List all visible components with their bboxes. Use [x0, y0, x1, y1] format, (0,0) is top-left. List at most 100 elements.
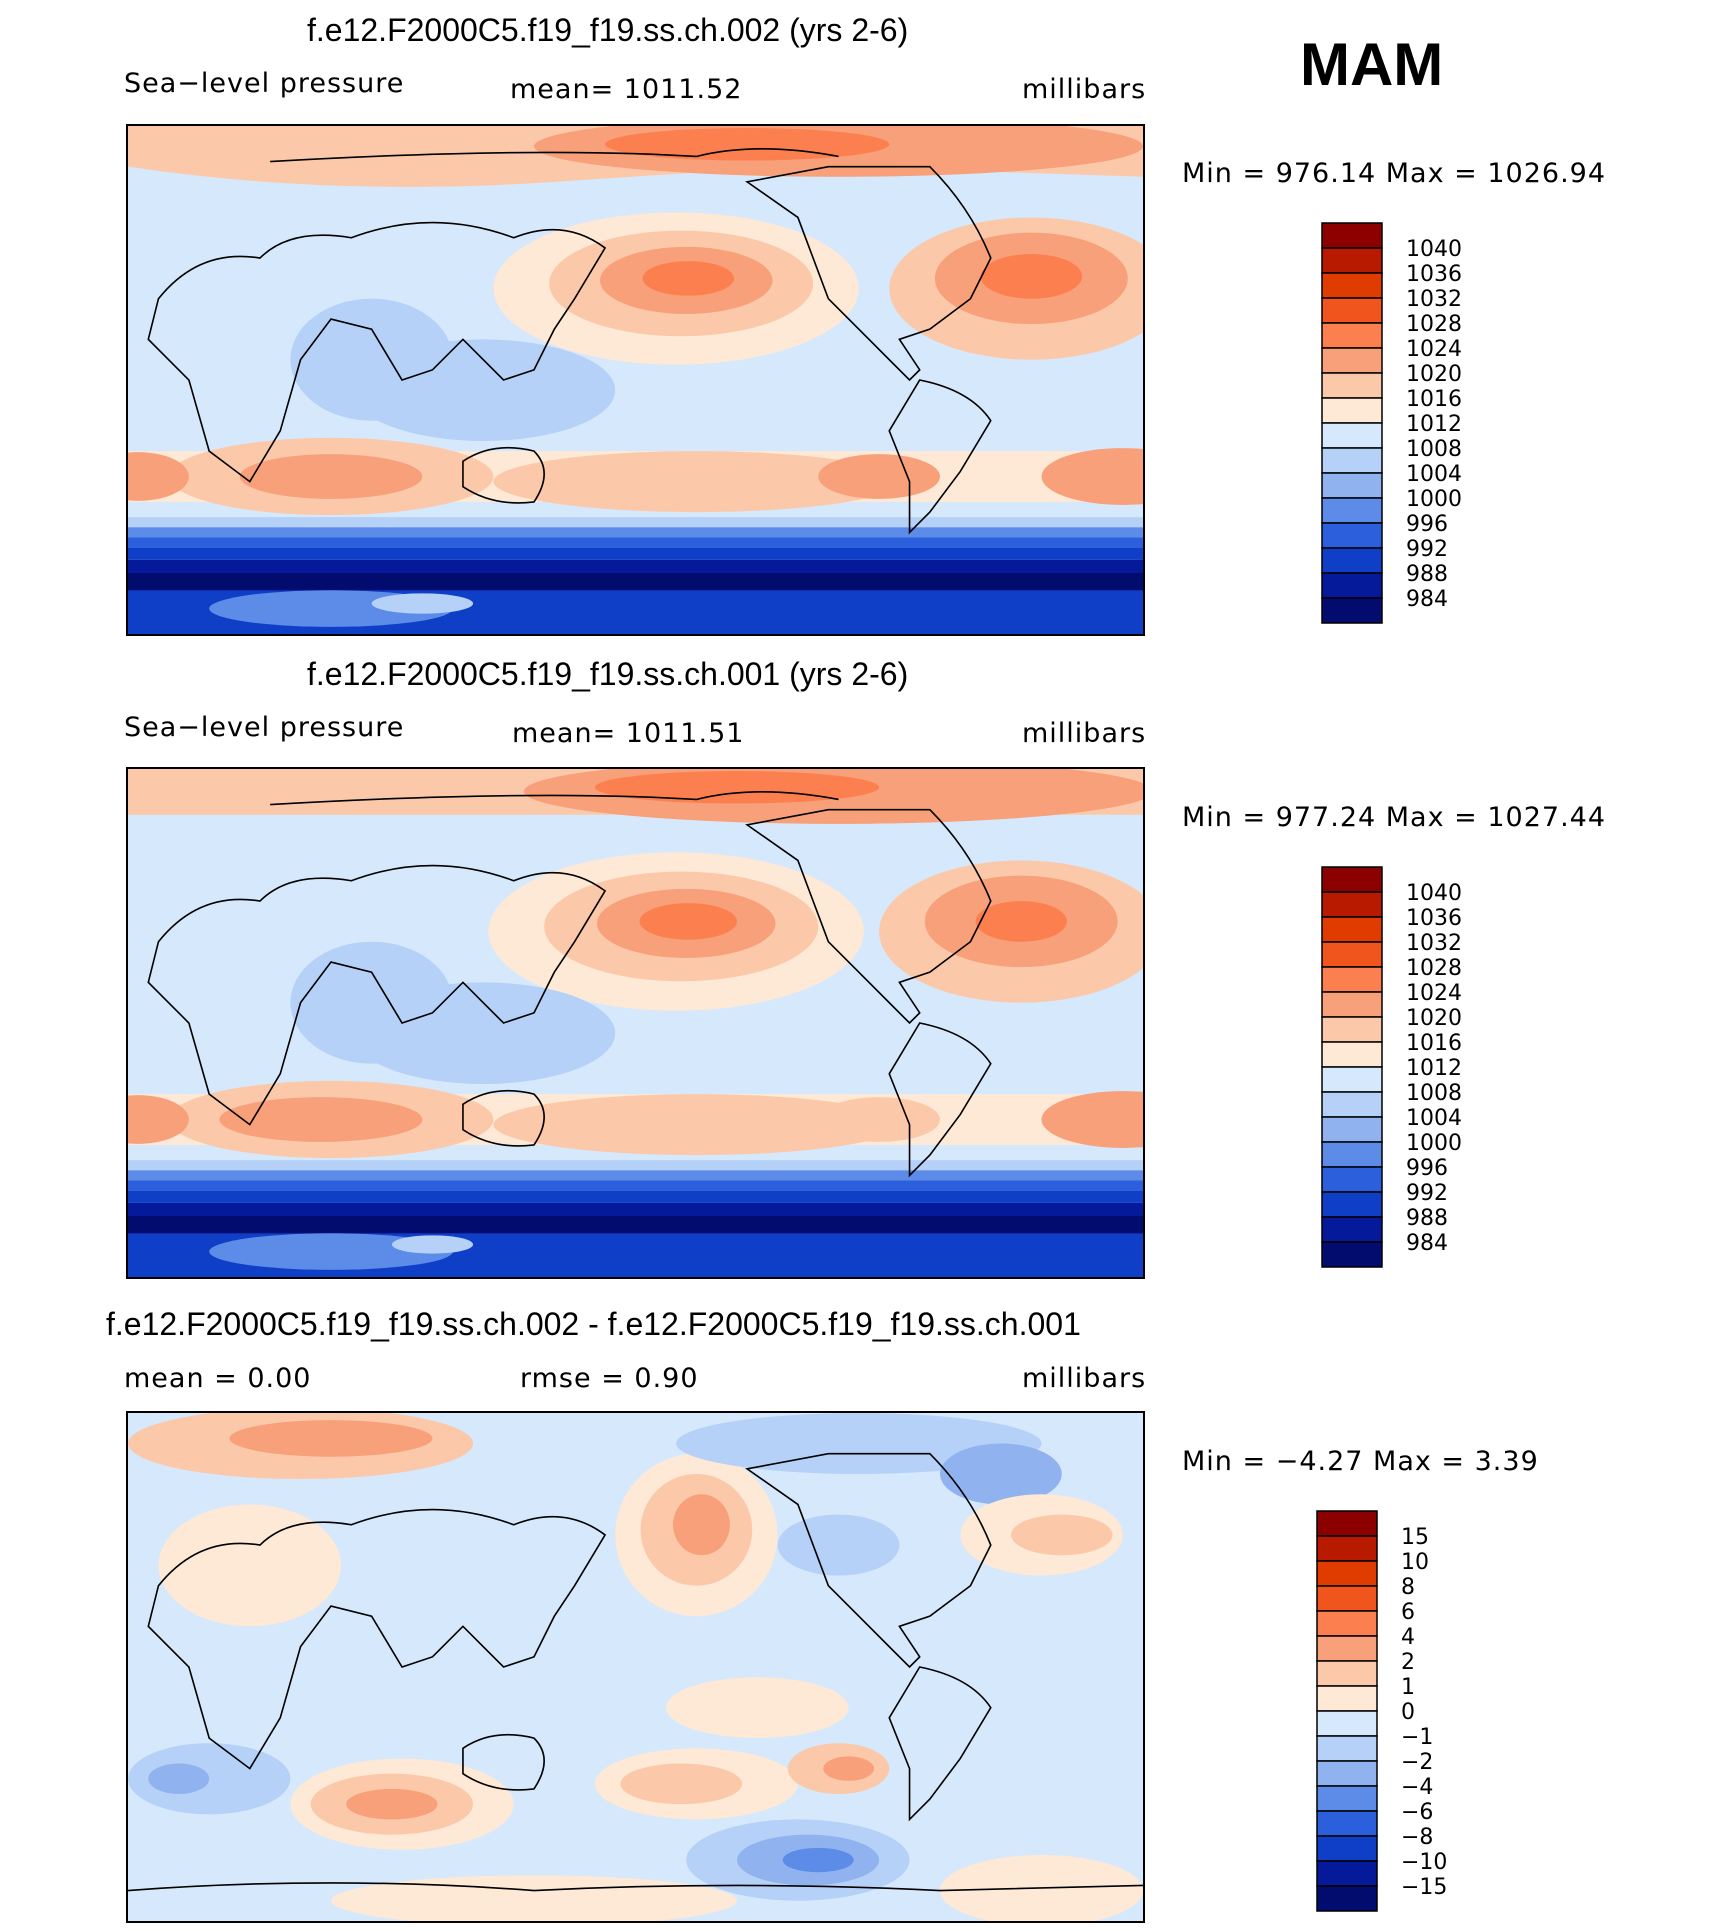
colorbar-swatch: [1321, 891, 1383, 918]
colorbar-level-label: 1004: [1406, 1106, 1462, 1131]
colorbar-swatch: [1316, 1785, 1378, 1812]
colorbar-swatch: [1321, 941, 1383, 968]
colorbar-swatch: [1321, 497, 1383, 524]
colorbar-swatch: [1316, 1510, 1378, 1537]
colorbar-level-label: 1000: [1406, 487, 1462, 512]
colorbar-swatch: [1321, 1191, 1383, 1218]
colorbar-swatch: [1321, 1241, 1383, 1268]
colorbar-swatch: [1316, 1760, 1378, 1787]
panel2-slp-map: [126, 767, 1145, 1279]
colorbar-level-label: −10: [1401, 1850, 1447, 1875]
colorbar-level-label: −15: [1401, 1875, 1447, 1900]
colorbar-level-label: −6: [1401, 1800, 1433, 1825]
colorbar-level-label: 10: [1401, 1550, 1429, 1575]
colorbar-level-label: 1036: [1406, 262, 1462, 287]
colorbar-level-label: −4: [1401, 1775, 1433, 1800]
panel1-min-max: Min = 976.14 Max = 1026.94: [1182, 158, 1607, 189]
colorbar-level-label: −8: [1401, 1825, 1433, 1850]
panel2-title: f.e12.F2000C5.f19_f19.ss.ch.001 (yrs 2-6…: [307, 656, 909, 692]
colorbar-swatch: [1316, 1660, 1378, 1687]
panel2-mean: mean= 1011.51: [512, 718, 745, 749]
panel3-rmse: rmse = 0.90: [520, 1363, 699, 1394]
panel2-units: millibars: [1022, 718, 1147, 749]
colorbar-level-label: 2: [1401, 1650, 1415, 1675]
colorbar-level-label: 996: [1406, 512, 1448, 537]
panel2-colorbar: 1040 1036 1032 1028 1024 1020 1016 1012 1008 1004…: [1310, 864, 1470, 1269]
season-label: MAM: [1300, 31, 1444, 98]
colorbar-swatch: [1316, 1860, 1378, 1887]
colorbar-level-label: 988: [1406, 562, 1448, 587]
colorbar-swatch: [1321, 866, 1383, 893]
colorbar-level-label: 1020: [1406, 1006, 1462, 1031]
panel3-title: f.e12.F2000C5.f19_f19.ss.ch.002 - f.e12.…: [106, 1306, 1081, 1342]
colorbar-swatch: [1316, 1635, 1378, 1662]
colorbar-level-label: 1016: [1406, 1031, 1462, 1056]
colorbar-swatch: [1316, 1685, 1378, 1712]
colorbar-swatch: [1321, 522, 1383, 549]
colorbar-swatch: [1321, 422, 1383, 449]
colorbar-swatch: [1321, 1166, 1383, 1193]
colorbar-level-label: −1: [1401, 1725, 1433, 1750]
colorbar-swatch: [1321, 1116, 1383, 1143]
panel3-units: millibars: [1022, 1363, 1147, 1394]
colorbar-swatch: [1316, 1610, 1378, 1637]
colorbar-level-label: 1040: [1406, 237, 1462, 262]
colorbar-swatch: [1321, 991, 1383, 1018]
colorbar-swatch: [1321, 1016, 1383, 1043]
colorbar-swatch: [1316, 1560, 1378, 1587]
panel1-variable: Sea−level pressure: [124, 68, 405, 99]
colorbar-level-label: 8: [1401, 1575, 1415, 1600]
panel1-units: millibars: [1022, 74, 1147, 105]
colorbar-swatch: [1321, 297, 1383, 324]
colorbar-level-label: 1008: [1406, 1081, 1462, 1106]
colorbar-swatch: [1321, 322, 1383, 349]
colorbar-level-label: 1040: [1406, 881, 1462, 906]
colorbar-level-label: 4: [1401, 1625, 1415, 1650]
panel3-mean: mean = 0.00: [124, 1363, 312, 1394]
colorbar-level-label: 984: [1406, 587, 1448, 612]
colorbar-level-label: 1020: [1406, 362, 1462, 387]
colorbar-swatch: [1316, 1835, 1378, 1862]
colorbar-swatch: [1316, 1885, 1378, 1912]
colorbar-swatch: [1321, 1141, 1383, 1168]
colorbar-level-label: 1028: [1406, 956, 1462, 981]
colorbar-level-label: 1012: [1406, 412, 1462, 437]
colorbar-level-label: 988: [1406, 1206, 1448, 1231]
colorbar-level-label: 1024: [1406, 981, 1462, 1006]
colorbar-swatch: [1316, 1585, 1378, 1612]
colorbar-level-label: 992: [1406, 1181, 1448, 1206]
panel3-colorbar: 15 10 8 6 4 2 1 0 −1 −2 −4 −6 −8 −10 −15: [1305, 1508, 1465, 1913]
colorbar-level-label: 1012: [1406, 1056, 1462, 1081]
colorbar-swatch: [1316, 1735, 1378, 1762]
colorbar-level-label: 0: [1401, 1700, 1415, 1725]
colorbar-swatch: [1321, 397, 1383, 424]
colorbar-level-label: 1024: [1406, 337, 1462, 362]
colorbar-level-label: 1036: [1406, 906, 1462, 931]
colorbar-level-label: 1016: [1406, 387, 1462, 412]
colorbar-level-label: 1: [1401, 1675, 1415, 1700]
colorbar-level-label: 1028: [1406, 312, 1462, 337]
panel3-min-max: Min = −4.27 Max = 3.39: [1182, 1446, 1539, 1477]
panel2-colorbar-svg: 1040103610321028102410201016101210081004…: [1321, 866, 1462, 1268]
colorbar-level-label: 1032: [1406, 287, 1462, 312]
colorbar-swatch: [1321, 1216, 1383, 1243]
colorbar-level-label: 992: [1406, 537, 1448, 562]
colorbar-swatch: [1321, 222, 1383, 249]
colorbar-swatch: [1321, 272, 1383, 299]
colorbar-swatch: [1321, 597, 1383, 624]
colorbar-swatch: [1321, 347, 1383, 374]
panel3-difference-map: [126, 1411, 1145, 1923]
colorbar-swatch: [1316, 1810, 1378, 1837]
panel1-title: f.e12.F2000C5.f19_f19.ss.ch.002 (yrs 2-6…: [307, 12, 909, 48]
colorbar-swatch: [1321, 372, 1383, 399]
colorbar-level-label: 984: [1406, 1231, 1448, 1256]
colorbar-level-label: −2: [1401, 1750, 1433, 1775]
colorbar-level-label: 15: [1401, 1525, 1429, 1550]
panel1-slp-map: [126, 124, 1145, 636]
colorbar-level-label: 6: [1401, 1600, 1415, 1625]
colorbar-swatch: [1321, 966, 1383, 993]
colorbar-swatch: [1321, 1041, 1383, 1068]
panel2-variable: Sea−level pressure: [124, 712, 405, 743]
panel1-mean: mean= 1011.52: [510, 74, 743, 105]
